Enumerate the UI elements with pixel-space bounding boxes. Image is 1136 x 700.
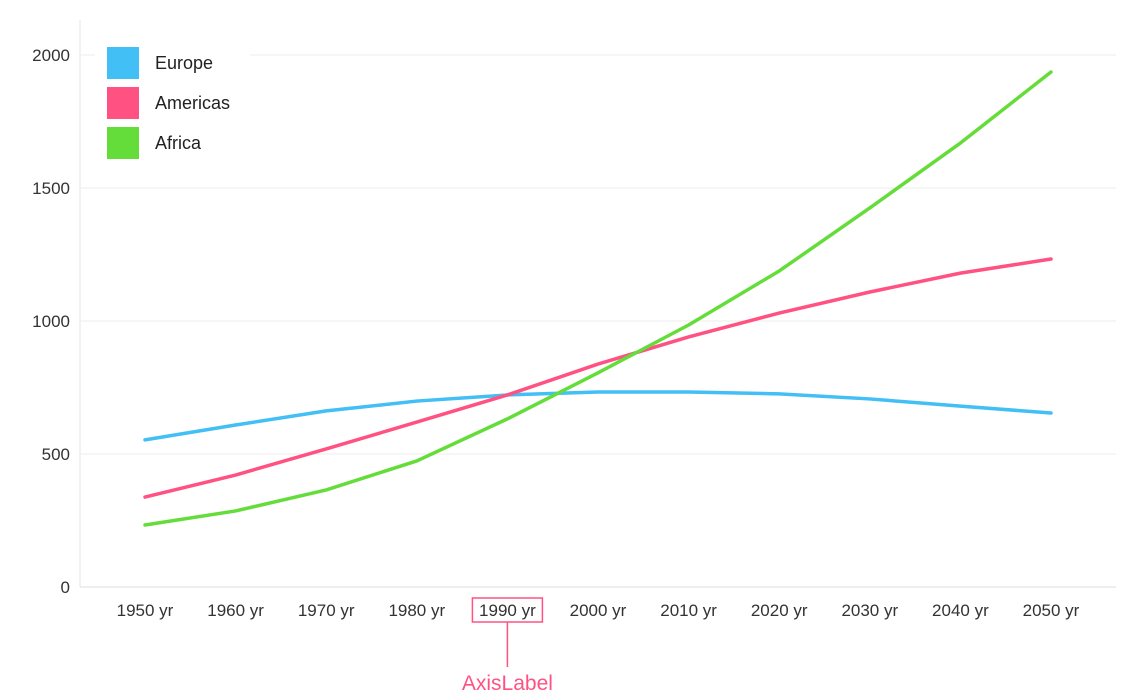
y-tick-label: 1000	[32, 312, 70, 331]
x-tick-label: 2000 yr	[570, 601, 627, 620]
x-tick-label: 1960 yr	[207, 601, 264, 620]
x-tick-label: 2010 yr	[660, 601, 717, 620]
x-tick-label: 2020 yr	[751, 601, 808, 620]
x-tick-label: 1990 yr	[479, 601, 536, 620]
x-tick-label: 2050 yr	[1023, 601, 1080, 620]
legend-swatch-africa	[107, 127, 139, 159]
legend-swatch-americas	[107, 87, 139, 119]
series-line-europe	[145, 392, 1051, 440]
x-tick-label: 2040 yr	[932, 601, 989, 620]
y-tick-label: 2000	[32, 46, 70, 65]
y-tick-label: 0	[61, 578, 70, 597]
series-line-africa	[145, 72, 1051, 525]
legend-label: Americas	[155, 93, 230, 113]
annotation-label: AxisLabel	[462, 672, 553, 695]
y-tick-label: 1500	[32, 179, 70, 198]
x-tick-label: 2030 yr	[841, 601, 898, 620]
x-tick-label: 1980 yr	[388, 601, 445, 620]
x-tick-label: 1950 yr	[117, 601, 174, 620]
legend-label: Europe	[155, 53, 213, 73]
x-tick-label: 1970 yr	[298, 601, 355, 620]
legend-swatch-europe	[107, 47, 139, 79]
series-line-americas	[145, 259, 1051, 497]
legend-label: Africa	[155, 133, 202, 153]
y-tick-label: 500	[42, 445, 70, 464]
